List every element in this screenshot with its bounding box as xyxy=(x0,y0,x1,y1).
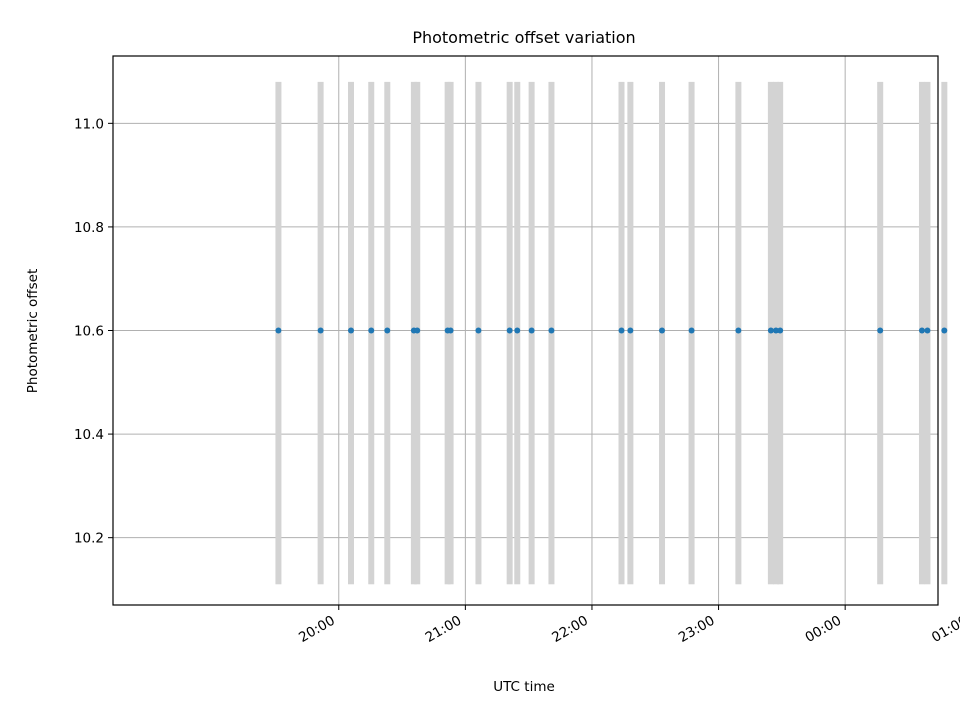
y-axis-label: Photometric offset xyxy=(25,269,41,393)
exposure-bands xyxy=(275,81,948,585)
x-tick-label: 01:00 xyxy=(929,613,960,646)
data-point xyxy=(618,327,625,334)
data-point xyxy=(688,327,695,334)
x-tick-label: 22:00 xyxy=(549,613,591,646)
data-point xyxy=(317,327,324,334)
data-point xyxy=(514,327,521,334)
data-point xyxy=(767,327,774,334)
data-point xyxy=(368,327,375,334)
y-axis-ticks: 10.2 10.4 10.6 10.8 11.0 xyxy=(74,116,113,547)
data-point xyxy=(475,327,482,334)
grid-lines xyxy=(113,56,938,605)
x-tick-label: 21:00 xyxy=(423,613,465,646)
data-point xyxy=(918,327,925,334)
data-point xyxy=(659,327,666,334)
data-point xyxy=(348,327,355,334)
data-point xyxy=(924,327,931,334)
y-tick-label: 10.2 xyxy=(74,531,104,547)
data-point xyxy=(941,327,948,334)
chart-title: Photometric offset variation xyxy=(412,28,635,47)
data-point xyxy=(772,327,779,334)
data-point xyxy=(548,327,555,334)
data-point xyxy=(777,327,784,334)
data-point xyxy=(447,327,454,334)
data-point xyxy=(877,327,884,334)
x-axis-ticks: 20:00 21:00 22:00 23:00 00:00 01:00 xyxy=(296,605,960,646)
y-tick-label: 11.0 xyxy=(74,116,104,132)
x-tick-label: 23:00 xyxy=(676,613,718,646)
x-tick-label: 00:00 xyxy=(802,613,844,646)
data-point xyxy=(384,327,391,334)
x-axis-label: UTC time xyxy=(493,679,555,695)
x-tick-label: 20:00 xyxy=(296,613,338,646)
data-point xyxy=(735,327,742,334)
y-tick-label: 10.6 xyxy=(74,324,104,340)
y-tick-label: 10.4 xyxy=(74,427,104,443)
data-point xyxy=(414,327,421,334)
data-point xyxy=(528,327,535,334)
y-tick-label: 10.8 xyxy=(74,220,104,236)
data-point xyxy=(627,327,634,334)
data-point xyxy=(275,327,282,334)
data-points xyxy=(275,327,948,334)
data-point xyxy=(506,327,513,334)
